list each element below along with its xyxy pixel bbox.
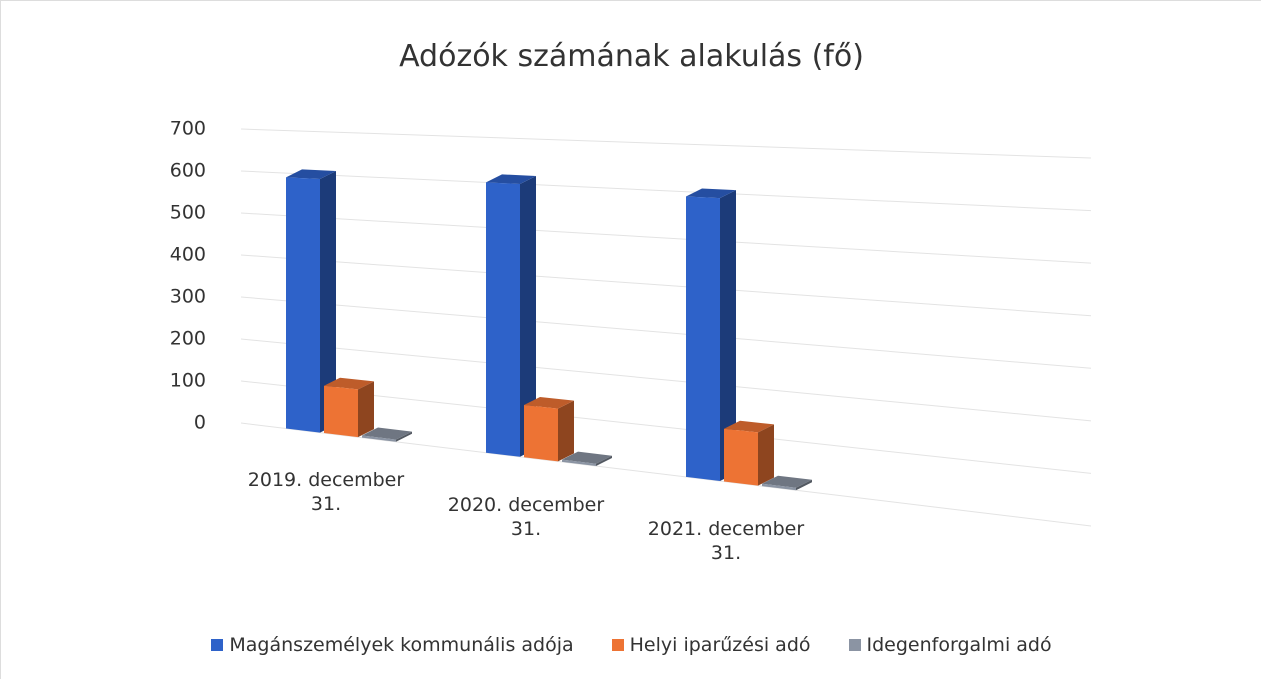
grid-line [240, 128, 1092, 159]
bar-front [324, 385, 358, 438]
bar-top [762, 475, 812, 488]
bar-top [324, 377, 374, 390]
grid-line [240, 212, 1092, 264]
legend-label: Helyi iparűzési adó [629, 634, 811, 656]
bar [486, 174, 536, 457]
bar-side [320, 170, 336, 433]
grid-line [240, 254, 1092, 317]
legend-item: Helyi iparűzési adó [611, 634, 811, 656]
grid-line [240, 380, 1092, 474]
y-tick-label: 600 [170, 160, 206, 182]
bar-side [596, 455, 612, 467]
bar-top [686, 188, 736, 199]
legend: Magánszemélyek kommunális adója Helyi ipa… [1, 634, 1261, 656]
bar-side [796, 479, 812, 491]
bar [362, 427, 412, 442]
x-tick-label: 2021. december 31. [647, 517, 805, 564]
legend-swatch [211, 639, 224, 651]
y-tick-label: 100 [170, 370, 206, 392]
bar-front [362, 435, 396, 442]
legend-label: Idegenforgalmi adó [866, 634, 1052, 656]
bar-side [558, 400, 574, 462]
y-tick-label: 0 [194, 412, 206, 434]
y-tick-label: 300 [170, 286, 206, 308]
bar [524, 396, 574, 462]
bar-front [486, 182, 520, 457]
grid-line [240, 296, 1092, 369]
legend-label: Magánszemélyek kommunális adója [229, 634, 574, 656]
bar [686, 188, 736, 482]
bar [286, 169, 336, 433]
bar-front [562, 459, 596, 467]
legend-swatch [611, 639, 624, 651]
bar-top [362, 427, 412, 440]
bar-front [762, 483, 796, 491]
bar [762, 475, 812, 491]
y-tick-label: 200 [170, 328, 206, 350]
bar-front [286, 177, 320, 433]
legend-item: Idegenforgalmi adó [848, 634, 1052, 656]
legend-swatch [848, 639, 861, 651]
bar-top [486, 174, 536, 184]
bar [562, 451, 612, 467]
bar-top [286, 169, 336, 179]
legend-item: Magánszemélyek kommunális adója [211, 634, 574, 656]
bar-front [724, 428, 758, 486]
bar-side [758, 424, 774, 486]
x-tick-label: 2019. december 31. [247, 469, 405, 516]
grid-line [240, 170, 1092, 212]
bar [324, 377, 374, 438]
grid-line [240, 338, 1092, 422]
bar-top [524, 396, 574, 409]
y-tick-label: 500 [170, 202, 206, 224]
bar [724, 420, 774, 486]
y-tick-label: 400 [170, 244, 206, 266]
bar-side [396, 431, 412, 442]
bar-top [562, 451, 612, 464]
bar-front [524, 404, 558, 462]
bar-side [720, 190, 736, 482]
x-tick-label: 2020. december 31. [447, 493, 605, 540]
bar-side [358, 381, 374, 438]
bar-front [686, 196, 720, 482]
chart-title: Adózók számának alakulás (fő) [399, 39, 864, 74]
bar-top [724, 420, 774, 433]
y-tick-label: 700 [170, 118, 206, 140]
bar-side [520, 175, 536, 457]
